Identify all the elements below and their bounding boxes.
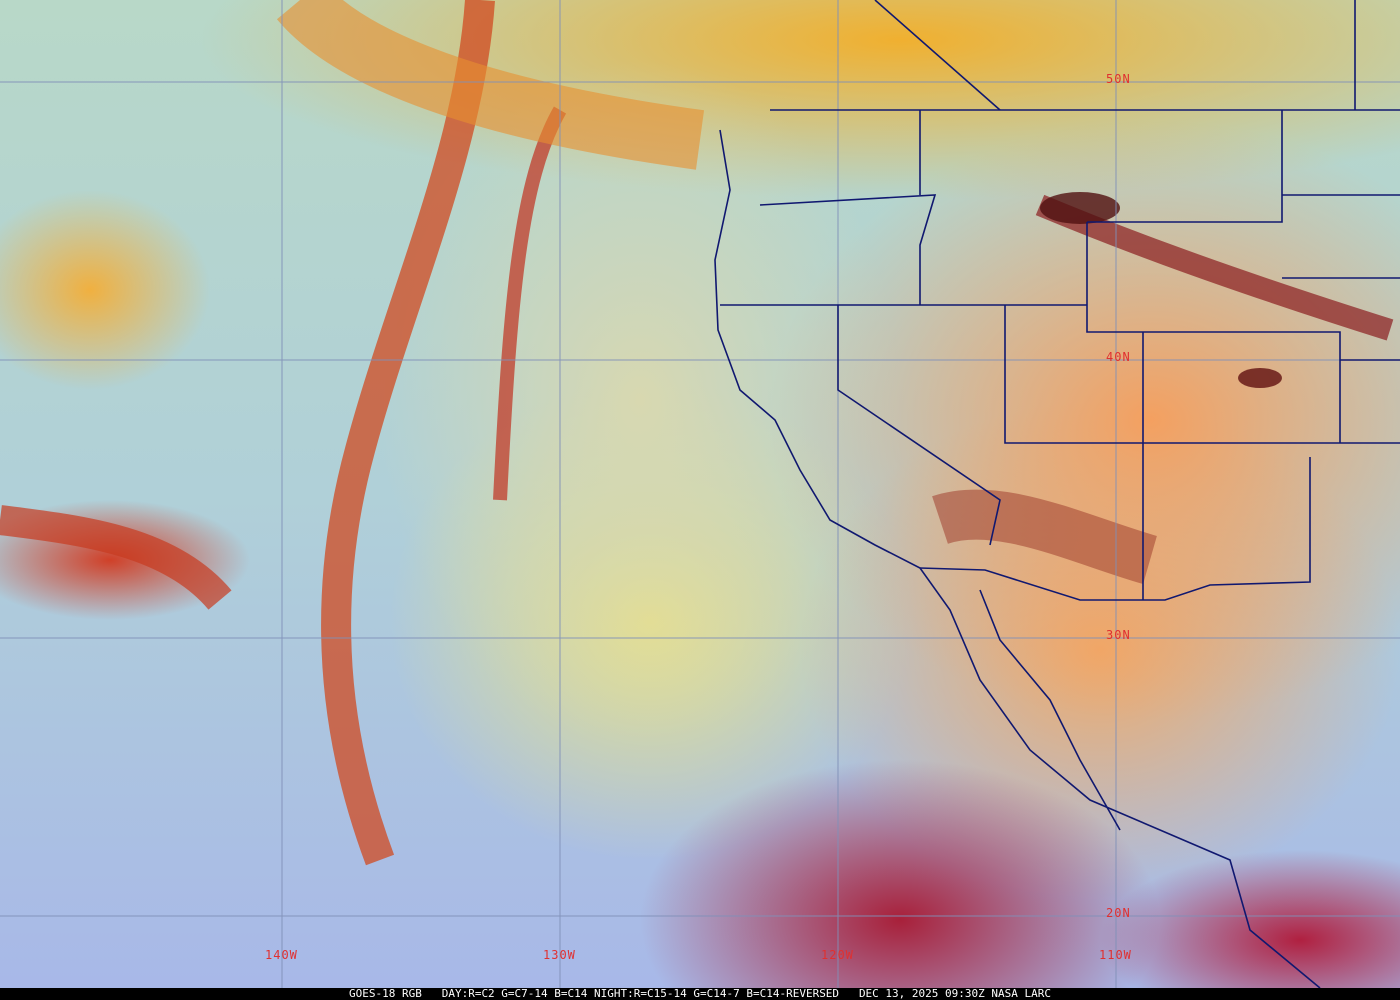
lon-label-110w: 110W: [1099, 948, 1132, 962]
lat-label-50n: 50N: [1106, 72, 1131, 86]
lat-label-30n: 30N: [1106, 628, 1131, 642]
caption-recipe: DAY:R=C2 G=C7-14 B=C14 NIGHT:R=C15-14 G=…: [441, 987, 840, 1000]
lon-label-130w: 130W: [543, 948, 576, 962]
caption-source: NASA LARC: [991, 987, 1052, 1000]
lon-label-120w: 120W: [821, 948, 854, 962]
political-borders: [714, 0, 1400, 988]
lat-label-40n: 40N: [1106, 350, 1131, 364]
lon-label-140w: 140W: [265, 948, 298, 962]
caption-satellite: GOES-18 RGB: [348, 987, 422, 1000]
caption-timestamp: DEC 13, 2025 09:30Z: [858, 987, 985, 1000]
lat-label-20n: 20N: [1106, 906, 1131, 920]
image-caption: GOES-18 RGB DAY:R=C2 G=C7-14 B=C14 NIGHT…: [0, 988, 1400, 1000]
